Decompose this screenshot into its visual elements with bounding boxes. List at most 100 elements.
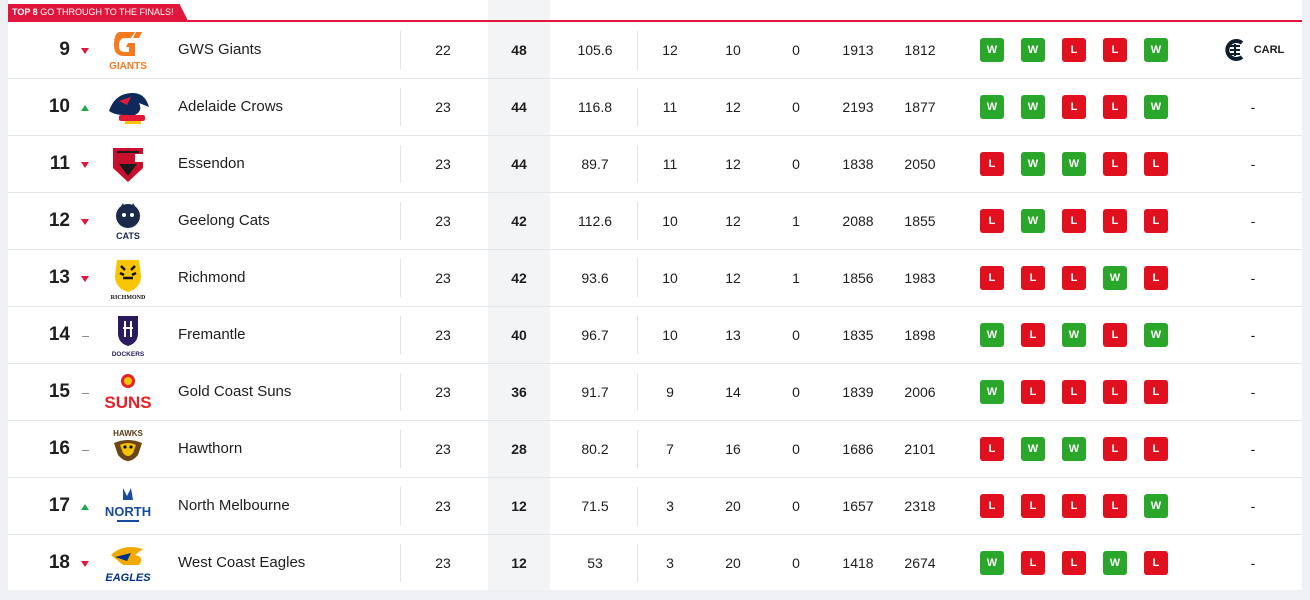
position-number: 16 [48,438,70,459]
column-divider [400,544,401,582]
form-loss-badge: L [1103,152,1127,176]
ladder-row[interactable]: 16 HAWKS Hawthorn 23 28 80.2 7 16 0 1686 2101 L W W L L… [8,421,1302,478]
form-win-badge: W [1021,95,1045,119]
column-divider [400,259,401,297]
losses-value: 16 [725,441,741,457]
ladder-panel: TOP 8 GO THROUGH TO THE FINALS! 9 GIANTS G… [8,0,1302,590]
team-logo-cell: SUNS [105,364,151,420]
played-value: 22 [435,42,451,58]
column-divider [400,88,401,126]
cats-logo[interactable]: CATS [105,199,151,243]
points-value: 42 [511,213,527,229]
form-win-badge: W [1021,437,1045,461]
form-win-badge: W [980,323,1004,347]
form-win-badge: W [1103,266,1127,290]
draws-value: 0 [792,384,800,400]
dockers-logo[interactable]: DOCKERS [105,313,151,357]
played-value: 23 [435,99,451,115]
points-for-value: 1835 [842,327,874,343]
losses-value: 12 [725,99,741,115]
wins-value: 3 [666,555,674,571]
ladder-row[interactable]: 15 SUNS Gold Coast Suns 23 36 91.7 9 14 0 1839 200… [8,364,1302,421]
column-divider [400,487,401,525]
draws-value: 0 [792,42,800,58]
bombers-logo[interactable] [105,142,151,186]
team-name-link[interactable]: Gold Coast Suns [178,383,292,400]
draws-value: 1 [792,270,800,286]
draws-value: 0 [792,441,800,457]
giants-logo[interactable]: GIANTS [105,28,151,72]
ladder-row[interactable]: 18 EAGLES West Coast Eagles 23 12 53 3 20 0 1418 2… [8,535,1302,591]
team-name-link[interactable]: Richmond [178,269,246,286]
percentage-value: 93.6 [581,270,609,286]
form-loss-badge: L [1021,494,1045,518]
points-value: 12 [511,555,527,571]
form-win-badge: W [1062,323,1086,347]
points-against-value: 2006 [904,384,936,400]
tigers-logo[interactable]: RICHMOND [105,256,151,300]
carlton-logo[interactable] [1222,37,1248,63]
team-name-link[interactable]: Adelaide Crows [178,98,284,115]
team-name-link[interactable]: Fremantle [178,326,246,343]
svg-text:RICHMOND: RICHMOND [111,295,146,300]
ladder-row[interactable]: 12 CATS Geelong Cats 23 42 112.6 10 12 1 2088 1855… [8,193,1302,250]
column-divider [637,88,638,126]
form-loss-badge: L [980,494,1004,518]
form-win-badge: W [980,551,1004,575]
team-name-link[interactable]: Hawthorn [178,440,243,457]
team-name-link[interactable]: North Melbourne [178,497,290,514]
next-opponent-label[interactable]: CARL [1253,44,1285,56]
points-against-value: 1855 [904,213,936,229]
team-name-link[interactable]: West Coast Eagles [178,554,306,571]
next-opponent: - [1250,327,1256,343]
kangaroos-logo[interactable]: NORTH [105,484,151,528]
position-number: 12 [48,210,70,231]
form-loss-badge: L [1103,38,1127,62]
team-logo-cell [105,136,151,192]
form-win-badge: W [1021,209,1045,233]
team-logo-cell [105,79,151,135]
position-change [78,535,92,591]
form-win-badge: W [1144,494,1168,518]
next-opponent-wrap[interactable]: CARL [1222,22,1285,78]
form-win-badge: W [980,95,1004,119]
form-win-badge: W [1021,152,1045,176]
percentage-value: 80.2 [581,441,609,457]
position-number: 14 [48,324,70,345]
ladder-row[interactable]: 10 Adelaide Crows 23 44 116.8 11 12 0 2193 1877 W W… [8,79,1302,136]
losses-value: 20 [725,555,741,571]
ladder-row[interactable]: 9 GIANTS GWS Giants 22 48 105.6 12 10 0 1913 1812 W… [8,22,1302,79]
form-loss-badge: L [1021,551,1045,575]
wins-value: 11 [662,156,678,172]
next-opponent[interactable]: CARL [1208,22,1298,78]
ladder-row[interactable]: 17 NORTH North Melbourne 23 12 71.5 3 20 0 1657 23… [8,478,1302,535]
points-against-value: 1812 [904,42,936,58]
suns-logo[interactable]: SUNS [105,370,151,414]
losses-value: 14 [725,384,741,400]
form-loss-badge: L [1103,323,1127,347]
position-number: 18 [48,552,70,573]
draws-value: 0 [792,498,800,514]
column-divider [400,430,401,468]
ladder-row[interactable]: 14 DOCKERS Fremantle 23 40 96.7 10 13 0 1835 1898 W… [8,307,1302,364]
ladder-row[interactable]: 11 Essendon 23 44 89.7 11 12 0 1838 2050 L W W L L - [8,136,1302,193]
eagles-logo[interactable]: EAGLES [105,541,151,585]
hawks-logo[interactable]: HAWKS [105,427,151,471]
position-change [78,421,92,477]
percentage-value: 53 [587,555,603,571]
next-opponent: - [1250,99,1256,115]
column-divider [637,145,638,183]
draws-value: 0 [792,327,800,343]
move-down-icon [81,162,89,169]
losses-value: 12 [725,213,741,229]
team-logo-cell: EAGLES [105,535,151,591]
crows-logo[interactable] [105,85,151,129]
form-loss-badge: L [1144,266,1168,290]
team-name-link[interactable]: Geelong Cats [178,212,270,229]
team-name-link[interactable]: Essendon [178,155,245,172]
ladder-row[interactable]: 13 RICHMOND Richmond 23 42 93.6 10 12 1 1856 1983 L… [8,250,1302,307]
form-loss-badge: L [1062,38,1086,62]
form-loss-badge: L [980,266,1004,290]
form-loss-badge: L [1103,380,1127,404]
team-name-link[interactable]: GWS Giants [178,41,262,58]
